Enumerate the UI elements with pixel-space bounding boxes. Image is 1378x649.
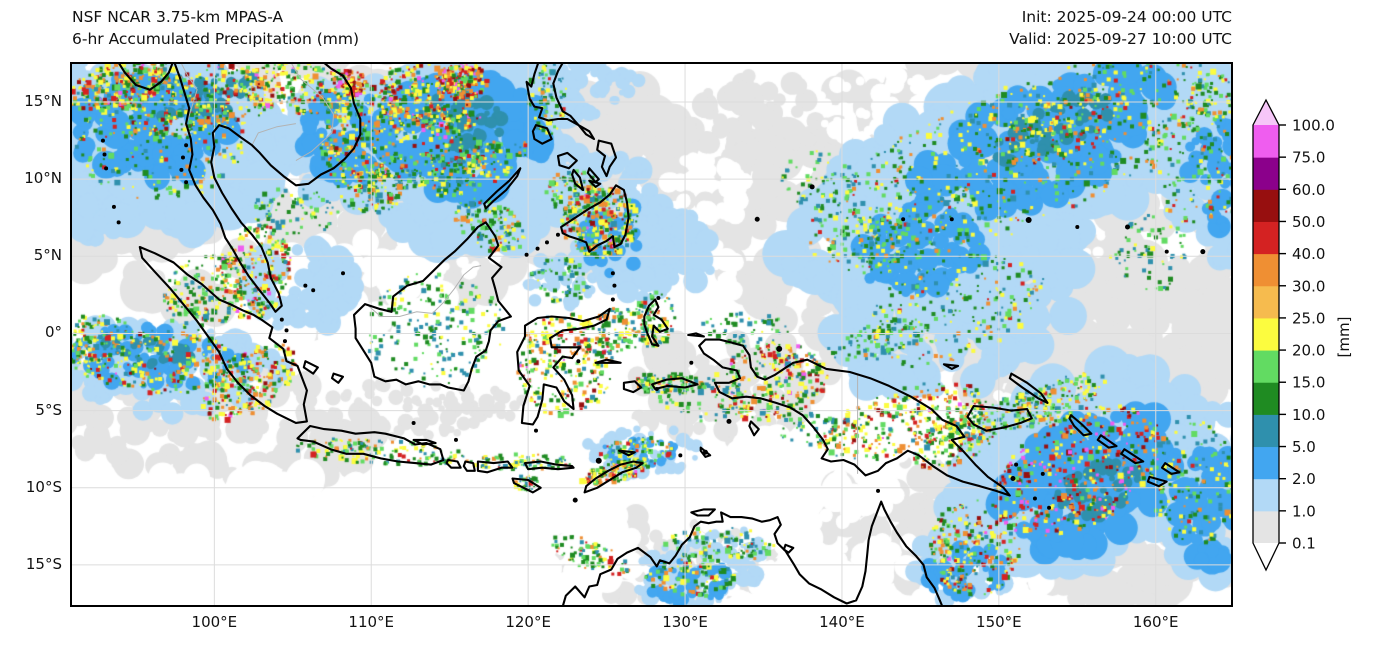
colorbar-band	[1253, 350, 1279, 383]
colorbar-band	[1253, 221, 1279, 255]
lon-tick-label: 100°E	[191, 613, 238, 631]
colorbar-band	[1253, 414, 1279, 448]
colorbar-tick-label: 15.0	[1292, 374, 1325, 392]
colorbar-tick-label: 60.0	[1292, 181, 1325, 199]
colorbar-tick-label: 100.0	[1292, 117, 1335, 135]
colorbar-band	[1253, 478, 1279, 512]
colorbar-tick-label: 40.0	[1292, 245, 1325, 263]
colorbar-band	[1253, 510, 1279, 544]
colorbar-tick-label: 20.0	[1292, 342, 1325, 360]
colorbar-tick-label: 30.0	[1292, 277, 1325, 295]
lat-tick-label: 15°N	[24, 92, 62, 110]
lon-tick-label: 130°E	[662, 613, 708, 631]
lon-tick-label: 110°E	[348, 613, 395, 631]
lon-tick-label: 120°E	[505, 613, 551, 631]
lat-tick-label: 0°	[44, 323, 62, 342]
colorbar-tick-label: 1.0	[1292, 502, 1316, 520]
colorbar-tick-label: 10.0	[1292, 406, 1325, 424]
map-panel	[70, 62, 1233, 607]
colorbar-band	[1253, 446, 1279, 480]
plot-title-variable: 6-hr Accumulated Precipitation (mm)	[72, 30, 359, 48]
colorbar-tick-label: 50.0	[1292, 213, 1325, 231]
colorbar-band	[1253, 285, 1279, 319]
colorbar-unit-label: [mm]	[1335, 317, 1353, 358]
lat-tick-label: 10°N	[24, 169, 62, 188]
coastlines	[100, 62, 1206, 607]
colorbar-tick-label: 25.0	[1292, 309, 1325, 327]
colorbar-band	[1253, 382, 1279, 415]
plot-title-model: NSF NCAR 3.75-km MPAS-A	[72, 8, 284, 26]
map-overlay	[70, 62, 1233, 607]
country-borders	[180, 62, 859, 474]
colorbar-tick-label: 75.0	[1292, 149, 1325, 167]
colorbar-band	[1253, 189, 1279, 222]
colorbar: 0.1 1.0 2.0 5.0 10.0 15.0 20.0 25.0 30.0 40.0 50.0…	[1252, 98, 1353, 572]
colorbar-band	[1253, 253, 1279, 287]
lat-tick-label: 10°S	[25, 477, 62, 496]
lon-tick-label: 150°E	[976, 613, 1022, 631]
colorbar-tick-label: 2.0	[1292, 470, 1316, 488]
map-frame	[70, 62, 1233, 607]
valid-time-label: Valid: 2025-09-27 10:00 UTC	[1009, 30, 1232, 48]
colorbar-under-arrow	[1253, 543, 1279, 570]
colorbar-band	[1253, 157, 1279, 190]
colorbar-band	[1253, 125, 1279, 158]
lat-tick-label: 15°S	[25, 554, 62, 573]
lat-tick-label: 5°N	[33, 246, 62, 265]
colorbar-tick-label: 0.1	[1292, 535, 1316, 553]
lon-tick-label: 160°E	[1132, 613, 1179, 631]
lon-tick-label: 140°E	[819, 613, 865, 631]
lat-tick-label: 5°S	[35, 400, 62, 419]
colorbar-tick-label: 5.0	[1292, 438, 1316, 456]
init-time-label: Init: 2025-09-24 00:00 UTC	[1021, 8, 1232, 26]
colorbar-over-arrow	[1253, 100, 1279, 125]
colorbar-band	[1253, 317, 1279, 351]
